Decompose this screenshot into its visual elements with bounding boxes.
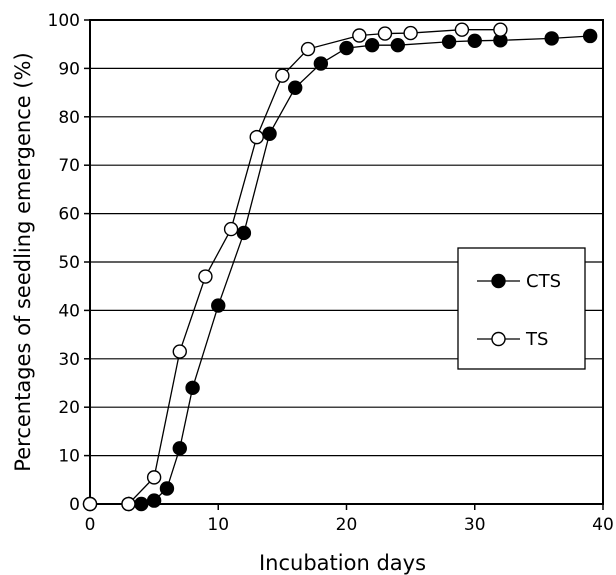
x-tick-label-40: 40: [592, 515, 614, 535]
point-CTS-7: [211, 298, 226, 313]
y-tick-label-20: 20: [58, 398, 80, 418]
y-tick-label-60: 60: [58, 205, 80, 225]
series-line-TS: [90, 29, 501, 505]
point-CTS-18: [544, 31, 559, 46]
legend-box: [457, 247, 586, 370]
point-CTS-10: [288, 80, 303, 95]
point-TS-8: [300, 41, 316, 57]
series-layer: [82, 22, 598, 512]
y-axis-title: Percentages of seedling emergence (%): [11, 52, 35, 471]
point-TS-11: [403, 25, 418, 41]
point-TS-3: [172, 344, 187, 359]
point-CTS-19: [582, 28, 598, 44]
point-TS-5: [223, 221, 239, 237]
point-TS-9: [352, 28, 367, 43]
point-TS-1: [121, 496, 136, 512]
point-CTS-5: [172, 441, 187, 456]
point-CTS-12: [339, 40, 354, 56]
point-CTS-2: [134, 496, 149, 512]
y-tick-label-40: 40: [58, 301, 80, 321]
y-tick-label-0: 0: [69, 495, 80, 515]
point-TS-0: [82, 496, 98, 512]
y-tick-label-10: 10: [58, 447, 80, 467]
point-CTS-3: [146, 493, 162, 508]
point-TS-2: [146, 470, 162, 485]
x-tick-label-0: 0: [85, 515, 96, 535]
point-TS-6: [249, 129, 264, 145]
y-tick-label-90: 90: [58, 59, 80, 79]
y-tick-label-30: 30: [58, 350, 80, 370]
point-TS-10: [377, 26, 393, 41]
legend-label-TS: TS: [525, 329, 548, 350]
point-TS-4: [198, 269, 213, 284]
point-CTS-4: [159, 481, 175, 496]
x-tick-label-30: 30: [464, 515, 486, 535]
point-CTS-8: [236, 225, 252, 241]
point-CTS-15: [441, 34, 457, 49]
y-tick-label-100: 100: [48, 11, 80, 31]
y-tick-label-70: 70: [58, 156, 80, 176]
point-CTS-14: [390, 37, 405, 53]
gridlines: [90, 67, 603, 457]
axis-ticks: 0 10 20 30 40 50 60 70 80 90 100 0 10 20 30 40: [48, 11, 614, 535]
x-tick-label-20: 20: [336, 515, 358, 535]
y-tick-label-80: 80: [58, 108, 80, 128]
legend-marker-TS: [491, 331, 506, 347]
legend-label-CTS: CTS: [526, 271, 561, 292]
legend: CTS TS: [457, 247, 586, 370]
point-CTS-16: [467, 33, 482, 49]
point-TS-7: [275, 68, 290, 83]
x-tick-label-10: 10: [207, 515, 229, 535]
point-CTS-11: [313, 56, 329, 71]
point-TS-13: [493, 22, 508, 37]
point-CTS-13: [364, 37, 380, 53]
point-TS-12: [454, 22, 470, 37]
point-CTS-6: [185, 380, 200, 396]
x-axis-title: Incubation days: [259, 551, 426, 575]
y-tick-label-50: 50: [58, 253, 80, 273]
point-CTS-9: [262, 126, 277, 141]
legend-marker-CTS: [491, 273, 506, 289]
